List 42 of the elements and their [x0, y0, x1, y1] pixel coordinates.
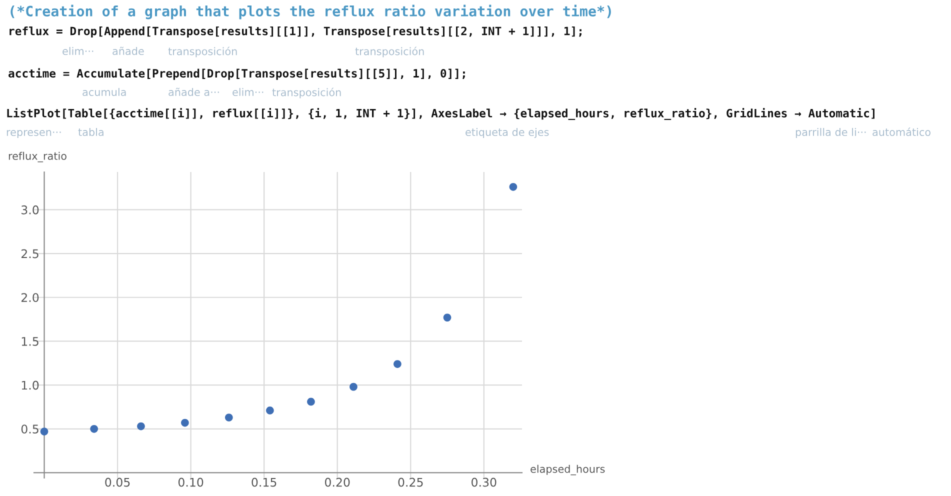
y-tick-label: 1.5 — [22, 337, 38, 346]
text: parrilla de li··· — [796, 128, 866, 138]
point — [350, 382, 358, 391]
x-axis-title: elapsed_hours — [530, 464, 605, 476]
x-tick-label: 0.30 — [472, 478, 496, 487]
y-tick-label: 3.0 — [22, 205, 39, 214]
x-tick-label: 0.20 — [324, 478, 350, 487]
text: añade a··· — [168, 88, 219, 96]
point — [307, 398, 315, 406]
point — [224, 414, 233, 422]
y-tick-label: 1.0 — [22, 380, 39, 390]
point — [137, 422, 145, 430]
text: tabla — [78, 128, 104, 136]
y-tick-label: 2.0 — [21, 293, 39, 302]
point — [394, 360, 402, 368]
text: acumula — [82, 88, 126, 96]
y-tick-label: 0.5 — [21, 424, 38, 434]
text: transposición — [168, 46, 237, 58]
text: reflux = Drop[Append[Transpose[results][[1]], Transpose[results][[2, INT + 1]]], 1]; — [10, 26, 582, 38]
x-tick-label: 0.05 — [105, 478, 130, 487]
text: transposición — [355, 46, 424, 58]
point — [40, 428, 48, 436]
point — [443, 314, 452, 322]
point — [509, 182, 518, 191]
text: elim··· — [62, 46, 94, 56]
text: transposición — [272, 88, 341, 98]
point — [266, 406, 274, 414]
text: ListPlot[Table[{acctime[[i]], reflux[[i]]}, {i, 1, INT + 1}], AxesLabel → {elapsed_hours, reflux_ratio}, GridLines → Automatic] — [7, 108, 874, 120]
point — [90, 424, 98, 433]
text: añade — [112, 46, 144, 56]
text: represen··· — [6, 130, 61, 138]
chart-title: (*Creation of a graph that plots the reflux ratio variation over time*) — [10, 4, 611, 20]
text: automático — [872, 128, 930, 136]
point — [181, 418, 189, 427]
x-tick-label: 0.15 — [252, 478, 276, 487]
x-tick-label: 0.10 — [178, 478, 204, 487]
text: etiqueta de ejes — [466, 128, 549, 138]
x-tick-label: 0.25 — [398, 478, 423, 487]
text: acctime = Accumulate[Prepend[Drop[Transpose[results][[5]], 1], 0]]; — [8, 68, 465, 80]
y-axis-title: reflux_ratio — [8, 152, 66, 162]
y-tick-label: 2.5 — [21, 249, 38, 258]
text: elim··· — [232, 88, 264, 96]
